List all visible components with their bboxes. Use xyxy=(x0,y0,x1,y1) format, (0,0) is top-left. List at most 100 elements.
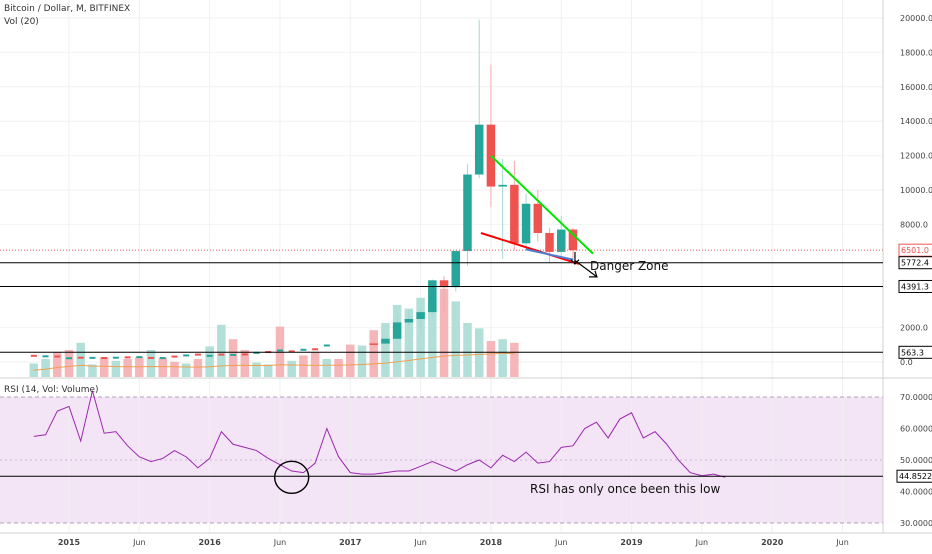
candle-body xyxy=(521,203,531,244)
volume-bar xyxy=(76,342,85,377)
candle-body xyxy=(474,124,484,175)
volume-bar xyxy=(451,301,461,377)
volume-bar xyxy=(240,350,250,377)
volume-bar xyxy=(428,303,437,377)
price-label-badge: 563.3 xyxy=(898,345,932,359)
arrow-down-icon xyxy=(570,251,580,265)
time-axis-tick-label: 2018 xyxy=(480,538,503,547)
volume-bar xyxy=(357,345,367,377)
volume-bar xyxy=(99,357,109,377)
candle-body xyxy=(463,174,472,252)
volume-bar xyxy=(287,360,296,377)
candle-body xyxy=(498,184,507,187)
time-axis-tick-label: 2015 xyxy=(58,538,81,547)
time-axis-tick-label: Jun xyxy=(835,538,849,547)
candle-body xyxy=(510,184,519,244)
candle-body xyxy=(428,280,437,313)
price-label-badge: 6501.0 xyxy=(898,243,932,257)
blue-trendline xyxy=(525,248,574,261)
price-axis-tick-label: 8000.0 xyxy=(900,220,928,229)
volume-bar xyxy=(252,362,261,377)
price-badge-text: 5772.4 xyxy=(901,259,929,268)
volume-bar xyxy=(346,344,355,377)
price-axis-tick-label: 18000.0 xyxy=(900,48,932,57)
time-axis-tick-label: Jun xyxy=(695,538,709,547)
price-axis-tick-label: 12000.0 xyxy=(900,152,932,161)
circle-highlight-icon xyxy=(273,460,310,495)
volume-bar xyxy=(310,351,320,377)
rsi-value-badge: 44.8522 xyxy=(899,472,932,481)
candle-body xyxy=(369,343,378,345)
candle-body xyxy=(556,229,566,252)
price-badge-box xyxy=(898,243,932,257)
candle-body xyxy=(416,312,425,319)
arrow-diagonal-icon xyxy=(574,260,598,278)
rsi-line xyxy=(33,390,726,478)
volume-legend: Vol (20) xyxy=(4,17,39,27)
rsi-value-badge-box xyxy=(896,469,932,483)
price-axis-tick-label: 20000.0 xyxy=(900,14,932,23)
candle-body xyxy=(451,251,461,288)
price-label-badge: 5772.4 xyxy=(898,256,932,270)
price-axis-tick-label: 2000.0 xyxy=(900,324,928,333)
candle-body xyxy=(545,233,554,252)
time-axis-tick-label: 2019 xyxy=(620,538,643,547)
rsi-axis-tick-label: 40.0000 xyxy=(900,488,932,497)
volume-bar xyxy=(217,324,226,377)
rsi-axis-tick-label: 70.0000 xyxy=(900,393,932,402)
time-axis-tick-label: 2020 xyxy=(761,538,784,547)
volume-bar xyxy=(392,305,402,377)
price-badge-box xyxy=(898,345,932,359)
volume-bar xyxy=(88,364,97,377)
time-axis-tick-label: Jun xyxy=(273,538,287,547)
red-trendline xyxy=(480,232,580,265)
volume-bar xyxy=(158,358,168,377)
volume-bar xyxy=(322,359,332,377)
volume-bar xyxy=(381,323,390,377)
rsi-axis-tick-label: 60.0000 xyxy=(900,425,932,434)
volume-bar xyxy=(275,326,285,377)
candle-body xyxy=(568,229,578,251)
volume-bar xyxy=(193,359,203,377)
volume-bar xyxy=(228,339,238,377)
candle-body xyxy=(392,322,402,339)
volume-bar xyxy=(263,364,273,377)
volume-bar xyxy=(510,342,519,377)
volume-bar xyxy=(41,359,50,377)
price-badge-text: 563.3 xyxy=(901,348,924,357)
danger-zone-annotation: Danger Zone xyxy=(590,259,669,273)
volume-bar xyxy=(181,363,191,377)
rsi-axis-tick-label: 30.0000 xyxy=(900,519,932,528)
price-label-badge: 4391.3 xyxy=(898,279,932,293)
time-axis-tick-label: 2016 xyxy=(199,538,222,547)
volume-bar xyxy=(123,359,132,377)
volume-bar xyxy=(463,323,472,377)
volume-bar xyxy=(498,339,507,377)
volume-bar xyxy=(486,341,496,377)
candle-body xyxy=(439,280,449,288)
price-axis-tick-label: 0.0 xyxy=(900,358,913,367)
price-axis-tick-label: 10000.0 xyxy=(900,186,932,195)
price-axis-tick-label: 16000.0 xyxy=(900,83,932,92)
candle-body xyxy=(533,203,543,233)
volume-bar xyxy=(205,346,214,377)
price-badge-box xyxy=(898,279,932,293)
volume-bar xyxy=(111,360,121,377)
chart-title: Bitcoin / Dollar, M, BITFINEX xyxy=(4,4,131,14)
time-axis-tick-label: Jun xyxy=(413,538,427,547)
volume-bar xyxy=(369,330,378,377)
volume-bar xyxy=(146,350,156,377)
time-axis-tick-label: 2017 xyxy=(339,538,361,547)
volume-bar xyxy=(64,350,74,377)
candle-body xyxy=(404,319,414,323)
time-axis-tick-label: Jun xyxy=(132,538,146,547)
rsi-axis-tick-label: 50.0000 xyxy=(900,456,932,465)
volume-bar xyxy=(299,355,308,377)
time-axis-tick-label: Jun xyxy=(554,538,568,547)
price-axis-tick-label: 14000.0 xyxy=(900,117,932,126)
price-badge-text: 6501.0 xyxy=(901,246,929,255)
volume-bar xyxy=(416,297,425,377)
candle-body xyxy=(381,338,390,344)
green-trendline xyxy=(490,154,594,255)
